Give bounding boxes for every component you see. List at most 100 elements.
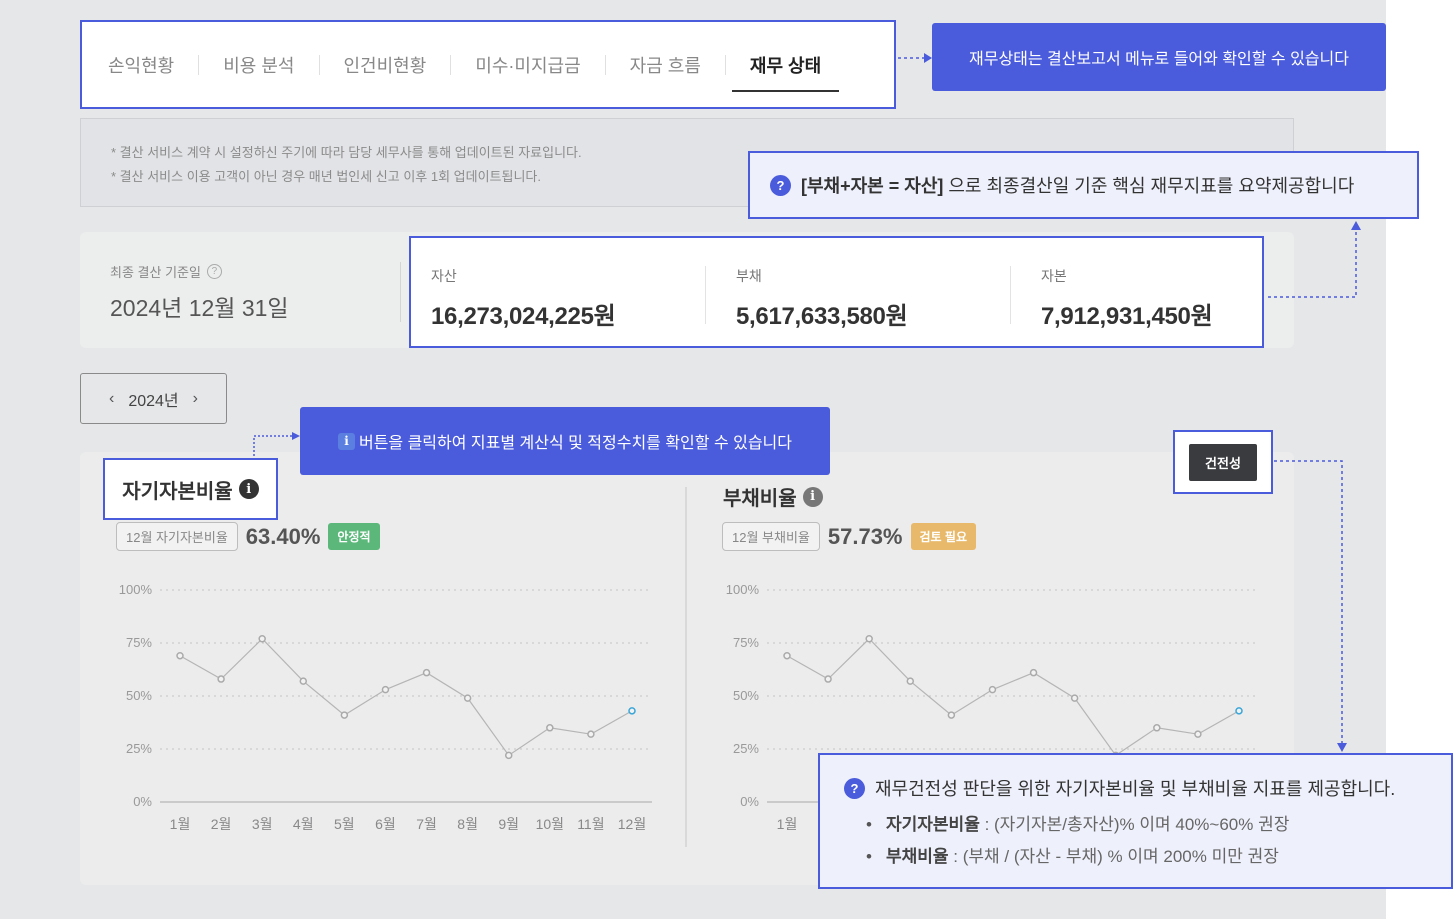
summary-hint-rest: 으로 최종결산일 기준 핵심 재무지표를 요약제공합니다	[943, 176, 1355, 196]
status-badge: 검토 필요	[910, 523, 976, 550]
tab-cash-flow[interactable]: 자금 흐름	[629, 55, 701, 76]
x-tick-label: 5월	[334, 816, 355, 832]
formula-name: 부채비율	[886, 847, 949, 866]
tab-receivables[interactable]: 미수·미지급금	[475, 55, 581, 76]
y-tick-label: 0%	[133, 794, 152, 809]
data-point	[628, 707, 636, 715]
data-point	[176, 651, 184, 660]
series-line	[786, 637, 1240, 757]
x-tick-label: 7월	[416, 816, 437, 832]
divider	[705, 266, 706, 324]
data-point	[258, 635, 266, 643]
notice-line: * 결산 서비스 계약 시 설정하신 주기에 따라 담당 세무사를 통해 업데이…	[111, 145, 582, 160]
callout-heading-text: 재무건전성 판단을 위한 자기자본비율 및 부채비율 지표를 제공합니다.	[875, 779, 1396, 799]
callout-connector	[253, 432, 300, 460]
health-button[interactable]: 건전성	[1189, 443, 1257, 481]
data-point	[299, 677, 308, 685]
tab-cost-analysis[interactable]: 비용 분석	[223, 55, 295, 76]
summary-label: 부채	[736, 268, 762, 284]
summary-value: 7,912,931,450원	[1041, 303, 1213, 330]
tab-divider	[198, 54, 200, 75]
chevron-left-icon[interactable]: ‹	[109, 389, 115, 407]
x-tick-label: 1월	[170, 816, 191, 832]
divider	[685, 487, 687, 847]
data-point	[1029, 668, 1038, 677]
year-label: 2024년	[128, 392, 179, 410]
info-icon[interactable]: i	[802, 486, 823, 507]
equity-ratio-title: 자기자본비율 i	[122, 475, 259, 504]
y-tick-label: 50%	[126, 688, 152, 703]
info-hint-callout: i 버튼을 클릭하여 지표별 계산식 및 적정수치를 확인할 수 있습니다	[300, 407, 830, 475]
x-tick-label: 11월	[577, 816, 604, 832]
status-badge: 안정적	[328, 523, 380, 550]
summary-hint-text: [부채+자본 = 자산] 으로 최종결산일 기준 핵심 재무지표를 요약제공합니…	[801, 172, 1354, 198]
data-point	[783, 651, 791, 660]
x-tick-label: 1월	[777, 816, 798, 832]
summary-value: 16,273,024,225원	[431, 303, 616, 330]
chevron-right-icon[interactable]: ›	[192, 389, 198, 407]
series-line	[179, 637, 633, 757]
tab-financial-status[interactable]: 재무 상태	[731, 40, 840, 92]
basis-date: 2024년 12월 31일	[110, 295, 289, 321]
info-icon[interactable]: i	[238, 479, 259, 499]
y-tick-label: 75%	[733, 635, 759, 650]
data-point	[865, 635, 873, 643]
y-tick-label: 25%	[733, 741, 759, 756]
data-point	[947, 711, 956, 719]
formula-name: 자기자본비율	[886, 815, 980, 834]
y-tick-label: 0%	[740, 794, 759, 809]
tab-bar: 손익현황 비용 분석 인건비현황 미수·미지급금 자금 흐름 재무 상태	[80, 20, 896, 109]
data-point	[1194, 730, 1202, 738]
balance-summary: 자산 16,273,024,225원 부채 5,617,633,580원 자본 …	[409, 236, 1264, 348]
question-icon: ?	[770, 174, 791, 196]
health-button-box: 건전성	[1173, 430, 1273, 494]
summary-liabilities: 부채 5,617,633,580원	[736, 266, 908, 331]
debt-ratio-title-text: 부채비율	[723, 488, 797, 510]
debt-ratio-status: 12월 부채비율 57.73% 검토 필요	[722, 522, 976, 551]
year-selector: ‹ 2024년 ›	[80, 373, 227, 424]
data-point	[546, 724, 554, 732]
ratio-formula-list: 자기자본비율 : (자기자본/총자산)% 이며 40%~60% 권장 부채비율 …	[844, 809, 1427, 873]
data-point	[1070, 694, 1079, 702]
debt-ratio-value: 57.73%	[827, 523, 903, 549]
list-item: 자기자본비율 : (자기자본/총자산)% 이며 40%~60% 권장	[866, 809, 1427, 841]
data-point	[824, 675, 832, 683]
callout-connector	[1274, 460, 1347, 752]
x-tick-label: 10월	[536, 816, 564, 832]
tab-labor-cost[interactable]: 인건비현황	[343, 55, 427, 76]
ratio-explanation-callout: ? 재무건전성 판단을 위한 자기자본비율 및 부채비율 지표를 제공합니다. …	[818, 753, 1453, 889]
equity-ratio-chart: 0% 25% 50% 75% 100% 1월 2월 3월 4월 5월 6월 7월 8월 9월 10월 11월 1…	[119, 582, 652, 832]
callout-heading: ? 재무건전성 판단을 위한 자기자본비율 및 부채비율 지표를 제공합니다.	[844, 775, 1427, 801]
data-point	[1153, 724, 1161, 732]
data-point	[906, 677, 915, 685]
x-tick-label: 6월	[375, 816, 396, 832]
y-tick-label: 25%	[126, 741, 152, 756]
basis-label: 최종 결산 기준일 ?	[110, 262, 222, 281]
formula-text: : (자기자본/총자산)% 이며 40%~60% 권장	[979, 815, 1290, 834]
question-circle-icon[interactable]: ?	[206, 264, 222, 279]
x-tick-label: 8월	[457, 816, 478, 832]
summary-hint-callout: ? [부채+자본 = 자산] 으로 최종결산일 기준 핵심 재무지표를 요약제공…	[748, 151, 1419, 219]
x-tick-label: 9월	[498, 816, 519, 832]
callout-connector	[1268, 221, 1361, 298]
data-point	[381, 685, 390, 694]
summary-assets: 자산 16,273,024,225원	[431, 266, 616, 331]
data-point	[504, 751, 513, 760]
data-point	[422, 668, 431, 677]
info-icon: i	[337, 432, 355, 450]
tab-hint-callout: 재무상태는 결산보고서 메뉴로 들어와 확인할 수 있습니다	[932, 23, 1386, 91]
tab-divider	[450, 54, 452, 75]
x-tick-label: 12월	[618, 816, 646, 832]
tab-hint-text: 재무상태는 결산보고서 메뉴로 들어와 확인할 수 있습니다	[969, 51, 1349, 68]
equity-ratio-value: 63.40%	[245, 523, 321, 549]
summary-equity: 자본 7,912,931,450원	[1041, 266, 1213, 331]
question-icon: ?	[844, 777, 865, 799]
month-badge: 12월 부채비율	[722, 522, 820, 551]
x-tick-label: 4월	[293, 816, 314, 832]
callout-connector	[898, 53, 932, 63]
basis-label-text: 최종 결산 기준일	[110, 265, 201, 280]
tab-profit-loss[interactable]: 손익현황	[108, 55, 175, 76]
data-point	[463, 694, 472, 702]
month-badge: 12월 자기자본비율	[116, 522, 238, 551]
equity-ratio-title-text: 자기자본비율	[122, 480, 233, 503]
